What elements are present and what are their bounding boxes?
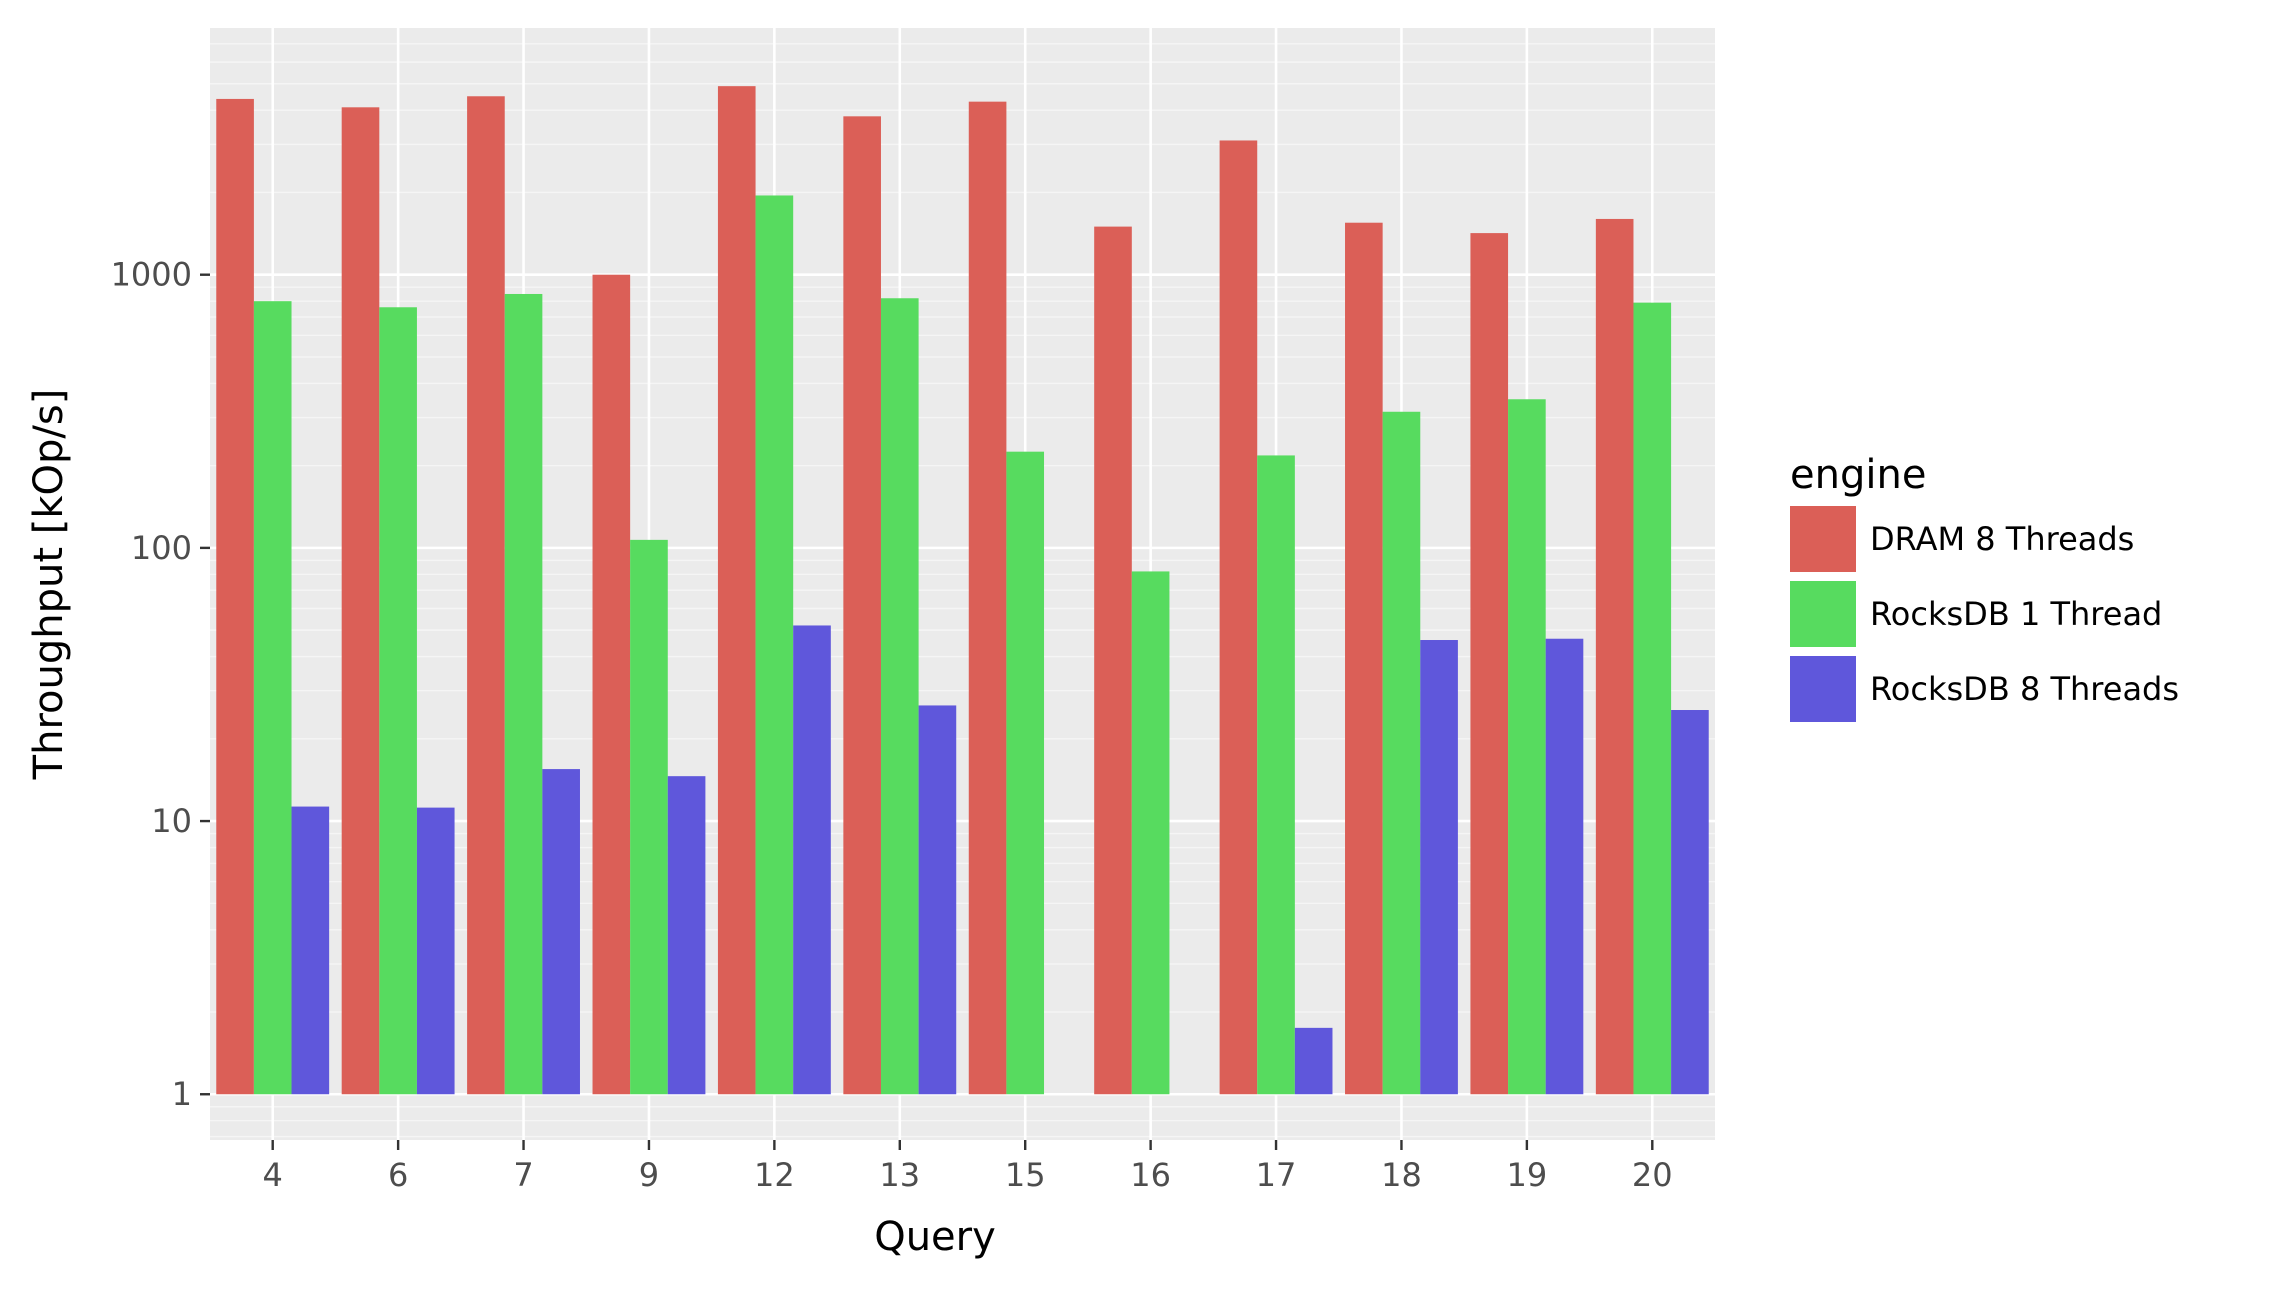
bar-rocksdb-1-thread-q19 (1508, 399, 1546, 1095)
x-tick-label: 16 (1130, 1156, 1171, 1194)
bar-dram-8-threads-q4 (216, 98, 254, 1095)
legend-title: engine (1790, 452, 1926, 498)
legend-key-rocksdb-1-thread (1790, 581, 1856, 647)
legend-label-rocksdb-1-thread: RocksDB 1 Thread (1870, 595, 2162, 633)
bar-dram-8-threads-q17 (1219, 140, 1258, 1095)
x-tick-label: 12 (754, 1156, 795, 1194)
y-tick-label: 1 (172, 1075, 192, 1113)
bars (216, 86, 1709, 1095)
x-tick-label: 4 (263, 1156, 283, 1194)
bar-dram-8-threads-q18 (1345, 222, 1383, 1095)
bar-dram-8-threads-q19 (1470, 233, 1509, 1095)
axes: 1 10 100 1000 4 6 7 9 12 13 15 16 17 18 19 20 (111, 256, 1673, 1194)
bar-rocksdb-8-threads-q4 (291, 806, 330, 1095)
bar-rocksdb-8-threads-q18 (1420, 640, 1458, 1095)
bar-rocksdb-1-thread-q16 (1131, 571, 1170, 1095)
bar-rocksdb-1-thread-q4 (253, 301, 292, 1095)
legend-label-dram-8-threads: DRAM 8 Threads (1870, 520, 2134, 558)
bar-dram-8-threads-q16 (1094, 226, 1132, 1095)
y-tick-label: 100 (131, 529, 192, 567)
bar-rocksdb-1-thread-q15 (1006, 451, 1045, 1095)
bar-rocksdb-8-threads-q9 (667, 776, 706, 1095)
bar-rocksdb-1-thread-q6 (379, 307, 417, 1095)
bar-rocksdb-8-threads-q20 (1671, 710, 1709, 1095)
bar-dram-8-threads-q6 (341, 107, 380, 1095)
legend-items: DRAM 8 Threads RocksDB 1 Thread RocksDB 8 … (1790, 506, 2179, 722)
bar-rocksdb-8-threads-q7 (542, 769, 580, 1095)
x-tick-label: 7 (513, 1156, 533, 1194)
bar-rocksdb-8-threads-q12 (793, 625, 831, 1095)
x-tick-label: 13 (879, 1156, 920, 1194)
y-axis-title: Throughput [kOp/s] (26, 389, 72, 781)
legend-label-rocksdb-8-threads: RocksDB 8 Threads (1870, 670, 2179, 708)
x-tick-label: 18 (1381, 1156, 1422, 1194)
plot-panel (210, 28, 1715, 1140)
bar-rocksdb-1-thread-q17 (1257, 455, 1295, 1095)
bar-dram-8-threads-q9 (592, 274, 631, 1095)
legend-key-dram-8-threads (1790, 506, 1856, 572)
x-tick-label: 20 (1632, 1156, 1673, 1194)
legend-key-rocksdb-8-threads (1790, 656, 1856, 722)
x-axis-title: Query (874, 1214, 996, 1260)
x-tick-label: 9 (639, 1156, 659, 1194)
x-tick-label: 19 (1507, 1156, 1548, 1194)
bar-rocksdb-8-threads-q19 (1545, 638, 1584, 1095)
x-tick-label: 15 (1005, 1156, 1046, 1194)
bar-dram-8-threads-q15 (968, 101, 1007, 1095)
x-tick-label: 6 (388, 1156, 408, 1194)
legend: engine DRAM 8 Threads RocksDB 1 Thread Roc… (1790, 452, 2179, 722)
bar-dram-8-threads-q20 (1595, 218, 1634, 1095)
bar-rocksdb-1-thread-q18 (1382, 411, 1421, 1095)
bar-dram-8-threads-q7 (467, 96, 505, 1095)
x-tick-label: 17 (1256, 1156, 1297, 1194)
bar-rocksdb-1-thread-q9 (630, 539, 668, 1095)
bar-rocksdb-8-threads-q6 (416, 807, 455, 1095)
bar-rocksdb-1-thread-q20 (1633, 302, 1672, 1095)
bar-dram-8-threads-q13 (843, 116, 881, 1095)
y-tick-label: 1000 (111, 256, 192, 294)
bar-rocksdb-8-threads-q13 (918, 705, 957, 1095)
bar-rocksdb-8-threads-q17 (1294, 1027, 1333, 1095)
bar-dram-8-threads-q12 (717, 86, 756, 1095)
bar-rocksdb-1-thread-q13 (880, 298, 919, 1095)
bar-rocksdb-1-thread-q12 (755, 195, 794, 1095)
y-tick-label: 10 (151, 802, 192, 840)
bar-rocksdb-1-thread-q7 (504, 293, 543, 1095)
